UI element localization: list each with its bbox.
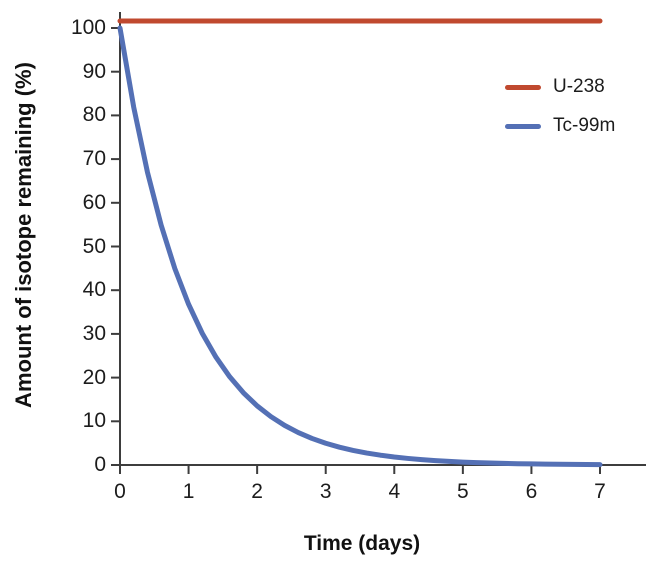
y-tick-label: 60 [82, 190, 106, 214]
legend-label-tc99m: Tc-99m [553, 115, 616, 136]
x-tick-label: 6 [525, 480, 538, 503]
x-tick-label: 4 [388, 480, 401, 503]
y-tick-label: 50 [82, 234, 106, 258]
x-axis-title: Time (days) [303, 532, 421, 555]
x-tick-label: 2 [251, 480, 263, 503]
y-tick-label: 30 [82, 321, 106, 345]
x-tick-label: 7 [594, 480, 606, 503]
x-tick-label: 1 [182, 480, 195, 503]
x-tick-label: 5 [457, 480, 469, 503]
y-tick-label: 20 [82, 365, 106, 389]
x-tick-label: 0 [114, 480, 126, 503]
legend-swatch-u238 [505, 84, 541, 90]
y-tick-label: 40 [82, 278, 106, 302]
x-tick-label: 3 [319, 480, 332, 503]
y-tick-label: 90 [82, 59, 106, 83]
y-tick-label: 100 [70, 16, 106, 39]
y-tick-label: 80 [82, 103, 106, 127]
legend-label-u238: U-238 [553, 76, 605, 97]
legend-item-tc99m: Tc-99m [505, 115, 615, 137]
y-tick-label: 70 [82, 147, 106, 171]
legend-swatch-tc99m [505, 123, 541, 129]
y-axis-title: Amount of isotope remaining (%) [11, 62, 36, 408]
y-tick-label: 10 [82, 409, 106, 433]
series-line-tc-99m [117, 25, 603, 468]
legend: U-238 Tc-99m [505, 76, 615, 154]
legend-item-u238: U-238 [505, 76, 615, 98]
y-tick-label: 0 [94, 453, 106, 476]
